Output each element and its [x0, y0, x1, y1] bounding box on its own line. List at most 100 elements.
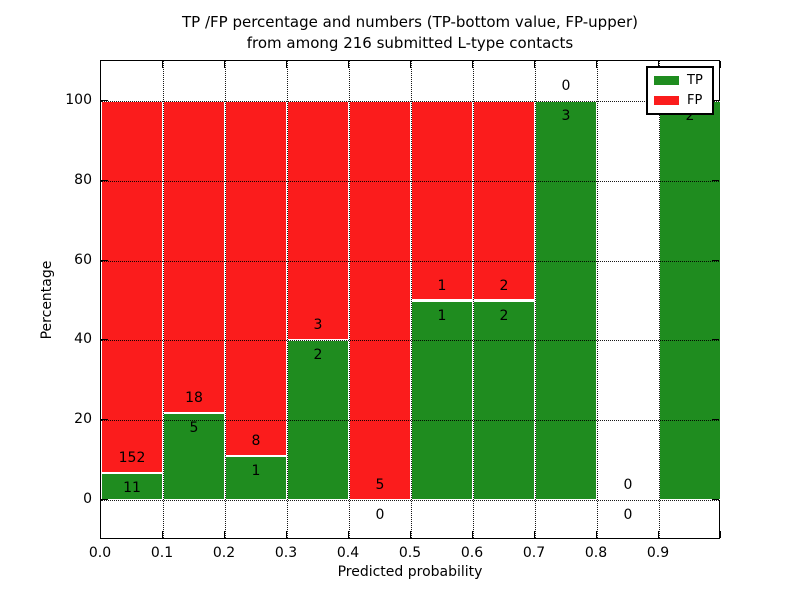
fp-count-label: 3 [313, 317, 323, 334]
x-tick-mark [534, 531, 535, 538]
x-tick-mark [720, 531, 721, 538]
x-tick-label: 0.4 [336, 545, 360, 561]
x-tick-mark-top [596, 61, 597, 68]
y-axis-label: Percentage [39, 260, 55, 340]
x-tick-mark-top [472, 61, 473, 68]
y-tick-mark-right [712, 99, 719, 101]
x-tick-label: 0.1 [150, 545, 174, 561]
tp-swatch [654, 76, 679, 85]
x-tick-label: 0.8 [584, 545, 608, 561]
y-tick-label: 100 [65, 91, 92, 108]
x-tick-label: 0.6 [460, 545, 484, 561]
y-tick-label: 60 [74, 251, 92, 268]
y-tick-mark-right [712, 499, 719, 501]
x-tick-mark [224, 531, 225, 538]
y-tick-mark [101, 339, 108, 341]
x-tick-mark [162, 531, 163, 538]
x-axis-label: Predicted probability [337, 564, 483, 580]
x-tick-label: 0.0 [88, 545, 112, 561]
tp-bar [101, 473, 163, 501]
tp-bar [659, 100, 721, 501]
x-tick-label: 0.3 [274, 545, 298, 561]
x-tick-mark [410, 531, 411, 538]
tp-count-label: 0 [375, 507, 385, 524]
tp-bar [163, 413, 225, 501]
fp-bar [411, 100, 473, 301]
h-gridline [101, 100, 719, 102]
x-tick-mark-top [534, 61, 535, 68]
h-gridline [101, 180, 719, 182]
v-gridline [597, 61, 598, 538]
x-tick-label: 0.9 [646, 545, 670, 561]
fp-count-label: 5 [375, 477, 385, 494]
y-tick-mark-right [712, 419, 719, 421]
v-gridline [473, 61, 474, 538]
x-tick-label: 0.7 [522, 545, 546, 561]
x-tick-mark [348, 531, 349, 538]
x-tick-mark-top [348, 61, 349, 68]
fp-count-label: 18 [185, 390, 203, 407]
tp-count-label: 2 [499, 307, 509, 324]
h-gridline [101, 500, 719, 502]
x-tick-mark-top [286, 61, 287, 68]
x-tick-mark [596, 531, 597, 538]
tp-count-label: 2 [313, 347, 323, 364]
x-tick-mark [100, 531, 101, 538]
x-tick-mark-top [658, 61, 659, 68]
fp-count-label: 8 [251, 432, 261, 449]
fp-bar [287, 100, 349, 341]
tp-bar [287, 340, 349, 501]
fp-count-label: 152 [118, 450, 146, 467]
fp-bar [225, 100, 287, 456]
x-tick-mark [472, 531, 473, 538]
x-tick-label: 0.5 [398, 545, 422, 561]
h-gridline [101, 260, 719, 262]
fp-legend-label: FP [687, 93, 703, 108]
v-gridline [225, 61, 226, 538]
fp-bar [163, 100, 225, 414]
v-gridline [535, 61, 536, 538]
fp-swatch [654, 96, 679, 105]
y-tick-label: 20 [74, 411, 92, 428]
x-tick-mark-top [410, 61, 411, 68]
chart-title: TP /FP percentage and numbers (TP-bottom… [182, 13, 638, 52]
x-tick-label: 0.2 [212, 545, 236, 561]
x-tick-mark-top [720, 61, 721, 68]
legend-entry-fp: FP [654, 94, 706, 107]
v-gridline [349, 61, 350, 538]
legend: TP FP [646, 66, 714, 115]
y-tick-mark [101, 99, 108, 101]
y-tick-mark [101, 179, 108, 181]
fp-count-label: 2 [499, 277, 509, 294]
fp-count-label: 1 [437, 277, 447, 294]
y-tick-mark [101, 259, 108, 261]
x-tick-mark [658, 531, 659, 538]
tp-legend-label: TP [687, 73, 703, 88]
x-tick-mark-top [100, 61, 101, 68]
tp-count-label: 5 [189, 420, 199, 437]
v-gridline [659, 61, 660, 538]
h-gridline [101, 340, 719, 342]
y-tick-mark [101, 499, 108, 501]
y-tick-label: 40 [74, 331, 92, 348]
fp-bar [101, 100, 163, 474]
legend-entry-tp: TP [654, 74, 706, 87]
y-tick-mark-right [712, 259, 719, 261]
y-tick-label: 0 [83, 491, 92, 508]
y-tick-mark-right [712, 339, 719, 341]
tp-count-label: 2 [685, 107, 695, 124]
fp-bar [349, 100, 411, 501]
tp-count-label: 1 [437, 307, 447, 324]
plot-area: TP FP 152111858132501122030002 [100, 60, 721, 539]
v-gridline [287, 61, 288, 538]
y-tick-mark-right [712, 179, 719, 181]
x-tick-mark-top [224, 61, 225, 68]
h-gridline [101, 420, 719, 422]
fp-count-label: 0 [623, 477, 633, 494]
tp-count-label: 11 [123, 480, 141, 497]
x-tick-mark [286, 531, 287, 538]
fp-count-label: 0 [561, 77, 571, 94]
tp-bar [473, 300, 535, 501]
v-gridline [163, 61, 164, 538]
